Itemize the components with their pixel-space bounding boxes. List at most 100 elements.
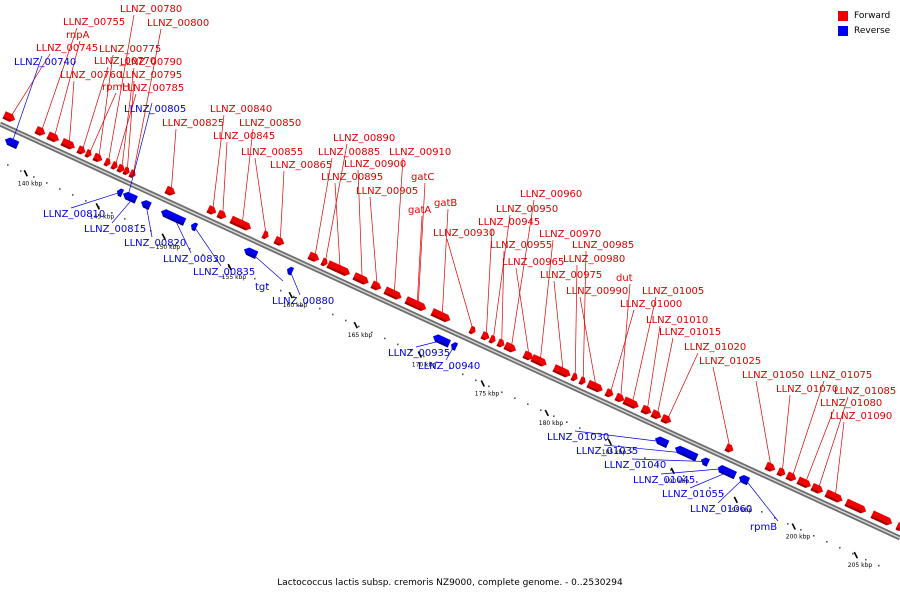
gene-label: LLNZ_00900	[344, 159, 406, 170]
leader-line	[121, 67, 135, 170]
minor-tick	[435, 361, 438, 364]
minor-tick	[877, 564, 880, 567]
map-caption: Lactococcus lactis subsp. cremoris NZ900…	[277, 578, 623, 588]
major-tick	[733, 496, 739, 504]
gene-label: rnpA	[66, 30, 90, 41]
gene-label: LLNZ_00965	[502, 257, 564, 268]
gene-label: LLNZ_00840	[210, 104, 272, 115]
leader-line	[334, 182, 341, 270]
gene-shade	[307, 256, 315, 262]
major-tick	[853, 551, 859, 559]
scale-tick-label: 160 kbp	[283, 302, 308, 309]
gene-body	[718, 465, 738, 480]
major-tick	[227, 263, 233, 271]
reverse-gene	[654, 436, 670, 448]
leader-line	[357, 169, 363, 280]
minor-tick	[58, 188, 61, 190]
minor-tick	[123, 218, 126, 220]
leader-line	[173, 217, 192, 254]
gene-label: LLNZ_01015	[659, 327, 721, 338]
gene-label: LLNZ_00785	[122, 83, 184, 94]
leader-line	[279, 170, 285, 242]
leader-line	[88, 92, 117, 155]
leader-line	[127, 102, 153, 197]
gene-label: tgt	[255, 282, 269, 293]
gene-label: LLNZ_00950	[496, 204, 558, 215]
minor-tick	[240, 271, 243, 274]
leader-line	[781, 394, 791, 473]
gene-label: LLNZ_01035	[576, 446, 638, 457]
minor-tick	[409, 349, 412, 352]
minor-tick	[45, 182, 48, 184]
gene-label: LLNZ_00770	[94, 56, 156, 67]
minor-tick	[253, 277, 256, 280]
minor-tick	[279, 289, 282, 292]
gene-shade	[720, 471, 735, 480]
minor-tick	[617, 445, 620, 447]
gene-shade	[676, 451, 697, 462]
gene-shade	[640, 410, 647, 415]
gene-label: LLNZ_00815	[84, 224, 146, 235]
gene-shade	[76, 150, 82, 155]
leader-line	[485, 227, 493, 337]
gene-shade	[124, 197, 132, 202]
leader-line	[114, 93, 137, 167]
forward-gene	[570, 372, 578, 382]
gene-label: LLNZ_00760	[60, 70, 122, 81]
gene-shade	[245, 252, 256, 259]
gene-body	[92, 152, 103, 163]
forward-gene	[326, 260, 350, 276]
gene-label: LLNZ_01085	[834, 386, 896, 397]
forward-gene	[413, 300, 421, 309]
gene-label: LLNZ_00810	[43, 209, 105, 220]
major-tick	[480, 380, 486, 387]
reverse-gene	[718, 465, 738, 480]
forward-gene	[404, 296, 427, 311]
leader-line	[712, 366, 731, 449]
leader-line	[501, 250, 505, 344]
leader-line	[656, 337, 674, 416]
gene-shade	[622, 401, 635, 409]
scale-tick-label: 185 kbp	[602, 449, 627, 456]
axis-line	[0, 123, 900, 539]
forward-gene	[776, 467, 786, 477]
scale-tick-label: 140 kbp	[18, 180, 43, 187]
gene-label: LLNZ_00830	[163, 254, 225, 265]
gene-shade	[480, 336, 486, 341]
minor-tick	[591, 433, 594, 435]
leader-line	[646, 325, 661, 411]
scale-tick-label: 175 kbp	[475, 391, 500, 398]
major-tick	[161, 233, 167, 241]
gene-shade	[413, 305, 418, 309]
gene-label: LLNZ_01090	[830, 411, 892, 422]
gene-shade	[287, 271, 292, 276]
forward-gene	[724, 443, 734, 453]
minor-tick	[825, 540, 828, 543]
minor-tick	[32, 176, 35, 178]
gene-body	[160, 209, 187, 226]
forward-gene	[824, 489, 843, 503]
gene-shade	[650, 414, 657, 420]
reverse-swatch	[838, 25, 848, 36]
leader-line	[666, 352, 699, 421]
gene-shade	[552, 369, 567, 378]
gene-body	[586, 379, 603, 393]
minor-tick	[721, 493, 724, 495]
leader-line	[441, 208, 449, 317]
major-tick	[353, 321, 359, 329]
leader-line	[416, 215, 423, 305]
gene-shade	[895, 527, 900, 531]
leader-line	[804, 408, 835, 484]
forward-gene	[604, 388, 614, 398]
reverse-gene	[116, 188, 125, 198]
minor-tick	[6, 164, 9, 166]
minor-tick	[318, 307, 321, 310]
minor-tick	[266, 283, 269, 286]
forward-gene	[60, 137, 75, 150]
gene-shade	[206, 210, 212, 215]
minor-tick	[344, 319, 347, 322]
gene-label: LLNZ_01080	[820, 398, 882, 409]
minor-tick	[331, 313, 334, 316]
minor-tick	[864, 558, 867, 561]
minor-tick	[500, 391, 503, 394]
